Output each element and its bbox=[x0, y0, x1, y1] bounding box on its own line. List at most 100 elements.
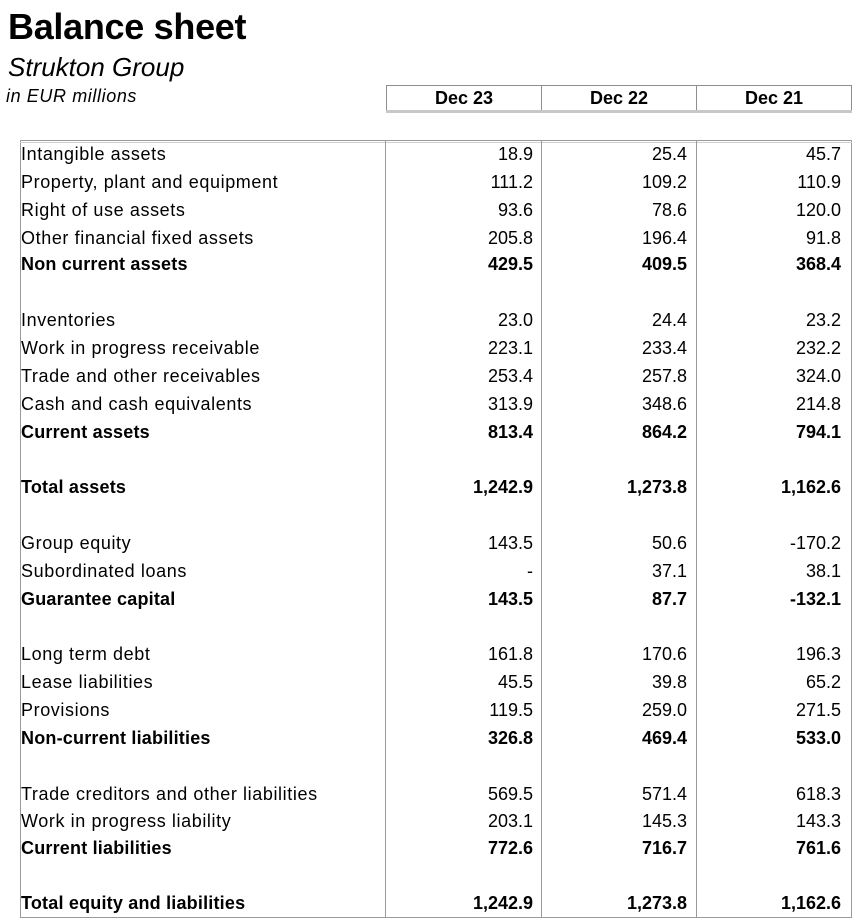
row-value-dec-22: 571.4 bbox=[641, 784, 687, 804]
column-header-dec-23: Dec 23 bbox=[386, 85, 542, 111]
row-label: Guarantee capital bbox=[21, 589, 176, 609]
row-value-dec-23: 1,242.9 bbox=[472, 893, 533, 913]
row-value-dec-21: 368.4 bbox=[795, 254, 841, 274]
row-label: Intangible assets bbox=[21, 144, 167, 164]
table-row: Intangible assets 18.9 25.4 45.7 bbox=[0, 140, 854, 168]
company-name: Strukton Group bbox=[8, 52, 185, 82]
header-divider bbox=[386, 110, 852, 113]
row-value-dec-23: 205.8 bbox=[487, 228, 533, 248]
row-value-dec-21: 232.2 bbox=[795, 338, 841, 358]
row-value-dec-21: 23.2 bbox=[805, 310, 841, 330]
row-value-dec-21: 45.7 bbox=[805, 144, 841, 164]
table-row: Total assets 1,242.9 1,273.8 1,162.6 bbox=[0, 473, 854, 501]
row-value-dec-23: 111.2 bbox=[490, 172, 533, 192]
table-row: Non current assets 429.5 409.5 368.4 bbox=[0, 250, 854, 278]
row-value-dec-21: 533.0 bbox=[795, 728, 841, 748]
row-value-dec-22: 50.6 bbox=[651, 533, 687, 553]
row-label: Lease liabilities bbox=[21, 672, 154, 692]
row-value-dec-21: 761.6 bbox=[795, 838, 841, 858]
row-label: Work in progress liability bbox=[21, 811, 232, 831]
table-row: Current liabilities 772.6 716.7 761.6 bbox=[0, 834, 854, 862]
table-row: Right of use assets 93.6 78.6 120.0 bbox=[0, 196, 854, 224]
row-value-dec-23: 569.5 bbox=[487, 784, 533, 804]
row-label: Current liabilities bbox=[21, 838, 172, 858]
row-label: Group equity bbox=[21, 533, 132, 553]
table-row: Trade creditors and other liabilities 569… bbox=[0, 780, 854, 808]
row-label: Property, plant and equipment bbox=[21, 172, 279, 192]
row-value-dec-22: 37.1 bbox=[651, 561, 687, 581]
row-value-dec-22: 1,273.8 bbox=[626, 893, 687, 913]
column-header-dec-22: Dec 22 bbox=[541, 85, 697, 111]
table-row: Provisions 119.5 259.0 271.5 bbox=[0, 696, 854, 724]
row-value-dec-23: 313.9 bbox=[487, 394, 533, 414]
row-value-dec-21: 214.8 bbox=[795, 394, 841, 414]
row-value-dec-23: 326.8 bbox=[487, 728, 533, 748]
row-value-dec-23: - bbox=[527, 561, 533, 581]
row-value-dec-22: 25.4 bbox=[651, 144, 687, 164]
row-label: Trade and other receivables bbox=[21, 366, 261, 386]
row-value-dec-22: 257.8 bbox=[641, 366, 687, 386]
page-title: Balance sheet bbox=[8, 6, 247, 47]
table-row: Inventories 23.0 24.4 23.2 bbox=[0, 306, 854, 334]
column-divider-2 bbox=[541, 140, 542, 918]
column-divider-1 bbox=[385, 140, 386, 918]
row-value-dec-21: 65.2 bbox=[805, 672, 841, 692]
table-frame bbox=[20, 140, 852, 918]
column-divider-3 bbox=[696, 140, 697, 918]
row-value-dec-21: 618.3 bbox=[795, 784, 841, 804]
row-value-dec-21: 196.3 bbox=[795, 644, 841, 664]
row-value-dec-23: 772.6 bbox=[487, 838, 533, 858]
table-row: Trade and other receivables 253.4 257.8 324… bbox=[0, 362, 854, 390]
row-value-dec-22: 469.4 bbox=[641, 728, 687, 748]
table-row: Subordinated loans - 37.1 38.1 bbox=[0, 557, 854, 585]
row-value-dec-23: 429.5 bbox=[487, 254, 533, 274]
table-row: Group equity 143.5 50.6 -170.2 bbox=[0, 529, 854, 557]
row-label: Non current assets bbox=[21, 254, 188, 274]
row-value-dec-23: 93.6 bbox=[497, 200, 533, 220]
row-label: Provisions bbox=[21, 700, 111, 720]
row-value-dec-22: 196.4 bbox=[641, 228, 687, 248]
row-label: Subordinated loans bbox=[21, 561, 187, 581]
table-row: Non-current liabilities 326.8 469.4 533.0 bbox=[0, 724, 854, 752]
row-label: Total assets bbox=[21, 477, 127, 497]
row-label: Long term debt bbox=[21, 644, 151, 664]
row-value-dec-21: 110.9 bbox=[797, 172, 841, 192]
row-value-dec-23: 223.1 bbox=[487, 338, 533, 358]
table-row: Work in progress liability 203.1 145.3 143.… bbox=[0, 807, 854, 835]
row-value-dec-21: -132.1 bbox=[789, 589, 841, 609]
row-value-dec-22: 348.6 bbox=[641, 394, 687, 414]
row-value-dec-21: 1,162.6 bbox=[780, 477, 841, 497]
table-row: Cash and cash equivalents 313.9 348.6 214.8 bbox=[0, 390, 854, 418]
row-value-dec-22: 409.5 bbox=[641, 254, 687, 274]
row-label: Cash and cash equivalents bbox=[21, 394, 253, 414]
table-row: Work in progress receivable 223.1 233.4 232… bbox=[0, 334, 854, 362]
row-value-dec-22: 1,273.8 bbox=[626, 477, 687, 497]
row-value-dec-22: 145.3 bbox=[641, 811, 687, 831]
row-value-dec-23: 253.4 bbox=[487, 366, 533, 386]
row-value-dec-21: 324.0 bbox=[795, 366, 841, 386]
row-value-dec-21: 271.5 bbox=[795, 700, 841, 720]
unit-label: in EUR millions bbox=[6, 86, 138, 106]
row-value-dec-23: 18.9 bbox=[497, 144, 533, 164]
row-value-dec-23: 45.5 bbox=[497, 672, 533, 692]
table-row: Guarantee capital 143.5 87.7 -132.1 bbox=[0, 585, 854, 613]
table-row: Current assets 813.4 864.2 794.1 bbox=[0, 418, 854, 446]
row-value-dec-22: 109.2 bbox=[641, 172, 687, 192]
row-label: Other financial fixed assets bbox=[21, 228, 254, 248]
row-value-dec-21: 91.8 bbox=[805, 228, 841, 248]
row-value-dec-22: 233.4 bbox=[641, 338, 687, 358]
row-label: Right of use assets bbox=[21, 200, 186, 220]
row-value-dec-23: 1,242.9 bbox=[472, 477, 533, 497]
row-value-dec-23: 813.4 bbox=[487, 422, 533, 442]
row-value-dec-23: 143.5 bbox=[487, 533, 533, 553]
row-label: Work in progress receivable bbox=[21, 338, 260, 358]
row-value-dec-22: 87.7 bbox=[651, 589, 687, 609]
row-value-dec-22: 39.8 bbox=[651, 672, 687, 692]
row-label: Total equity and liabilities bbox=[21, 893, 246, 913]
row-value-dec-21: -170.2 bbox=[789, 533, 841, 553]
row-value-dec-21: 1,162.6 bbox=[780, 893, 841, 913]
row-value-dec-23: 23.0 bbox=[497, 310, 533, 330]
row-value-dec-23: 119.5 bbox=[489, 700, 533, 720]
row-value-dec-23: 203.1 bbox=[487, 811, 533, 831]
row-value-dec-23: 143.5 bbox=[487, 589, 533, 609]
